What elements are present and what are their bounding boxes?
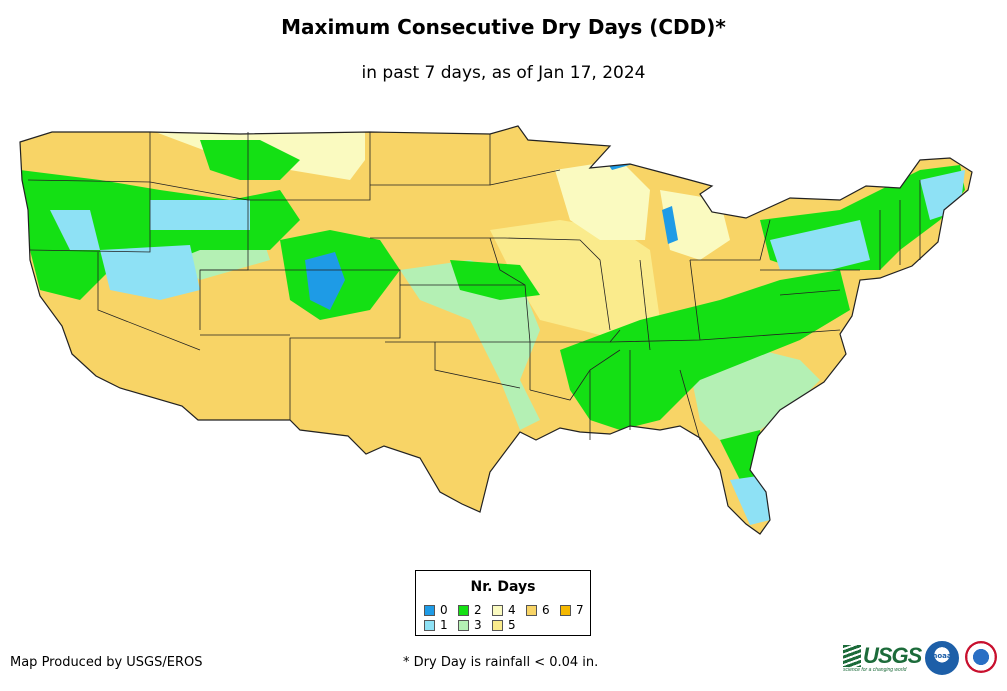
region-2-days-south (560, 270, 850, 430)
map-title: Maximum Consecutive Dry Days (CDD)* (281, 15, 726, 39)
legend-item-4: 4 (492, 603, 516, 617)
region-1-day-wyoming (150, 200, 250, 230)
legend-item-5: 5 (492, 618, 516, 632)
map-credit: Map Produced by USGS/EROS (10, 655, 203, 670)
usgs-tagline: science for a changing world (843, 667, 907, 673)
region-0-days-michigan (662, 206, 678, 244)
legend: Nr. Days 0 1 2 3 4 5 6 7 (415, 570, 591, 636)
legend-swatch (424, 619, 435, 631)
noaa-logo-text: noaa (932, 652, 952, 660)
legend-label: 7 (576, 603, 584, 617)
legend-title: Nr. Days (470, 579, 536, 595)
legend-item-3: 3 (458, 618, 482, 632)
legend-label: 1 (440, 618, 448, 632)
region-0-days-colorado (305, 252, 345, 310)
legend-swatch (526, 604, 537, 616)
region-1-day-florida (730, 475, 770, 525)
legend-swatch (458, 619, 469, 631)
legend-item-1: 1 (424, 618, 448, 632)
region-3-days-southeast (690, 350, 820, 440)
region-2-days-plains (450, 260, 540, 300)
legend-swatch (424, 604, 435, 616)
legend-item-6: 6 (526, 603, 550, 617)
region-2-days-rockies (200, 140, 300, 180)
region-4-days-midwest (490, 220, 660, 340)
legend-label: 0 (440, 603, 448, 617)
legend-label: 5 (508, 618, 516, 632)
noaa-logo: noaa (925, 641, 959, 675)
legend-label: 4 (508, 603, 516, 617)
dry-day-footnote: * Dry Day is rainfall < 0.04 in. (403, 655, 599, 670)
state-boundaries (27, 132, 921, 441)
region-4-days-wi (555, 160, 650, 240)
region-1-day-northeast (770, 220, 870, 270)
us-dry-days-map (19, 125, 973, 535)
map-subtitle: in past 7 days, as of Jan 17, 2024 (361, 63, 646, 83)
usgs-wave-icon (843, 645, 861, 667)
usgs-logo-text: USGS (863, 643, 922, 668)
legend-item-2: 2 (458, 603, 482, 617)
usgs-logo: USGS (843, 643, 922, 669)
region-3-days-central (400, 260, 540, 430)
weather-service-logo (965, 641, 997, 673)
legend-label: 2 (474, 603, 482, 617)
legend-item-7: 7 (560, 603, 584, 617)
legend-label: 3 (474, 618, 482, 632)
region-1-day-oregon (50, 210, 100, 250)
legend-item-0: 0 (424, 603, 448, 617)
legend-swatch (492, 604, 503, 616)
region-1-day-great-basin (100, 245, 200, 300)
legend-label: 6 (542, 603, 550, 617)
legend-swatch (458, 604, 469, 616)
legend-swatch (492, 619, 503, 631)
legend-swatch (560, 604, 571, 616)
